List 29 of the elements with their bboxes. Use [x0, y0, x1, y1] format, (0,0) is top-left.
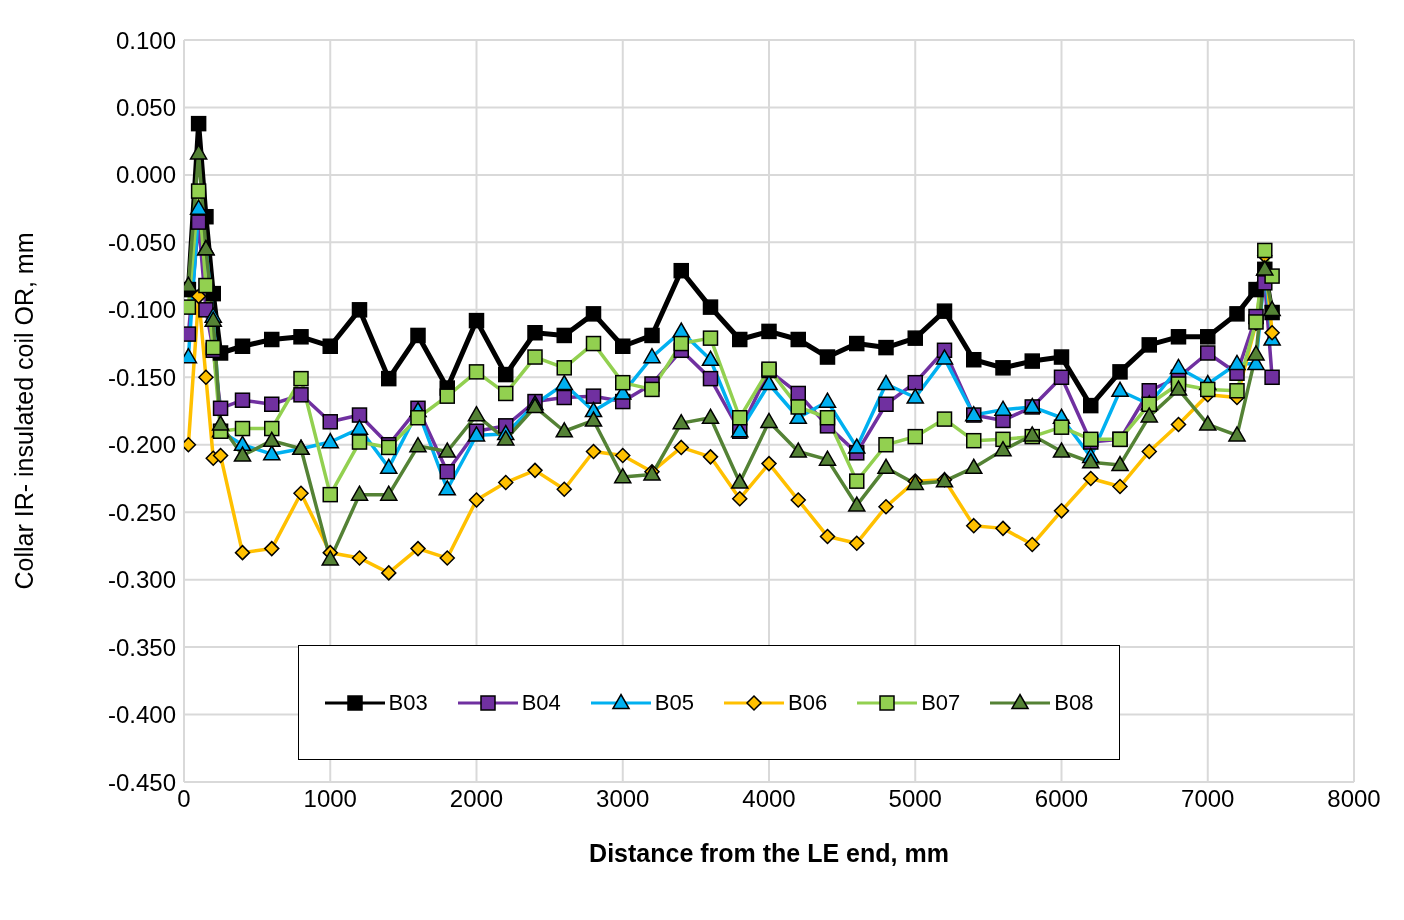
- x-tick-label: 7000: [1181, 785, 1235, 813]
- y-tick-label: 0.050: [115, 93, 176, 121]
- x-tick-label: 1000: [303, 785, 357, 813]
- legend-label: B06: [788, 689, 828, 716]
- y-tick-label: -0.300: [107, 566, 176, 594]
- y-tick-label: -0.150: [107, 363, 176, 391]
- x-tick-label: 5000: [888, 785, 942, 813]
- x-tick-label: 4000: [742, 785, 796, 813]
- legend-label: B03: [388, 689, 428, 716]
- x-axis-title: Distance from the LE end, mm: [589, 839, 949, 867]
- x-tick-label: 2000: [449, 785, 504, 813]
- y-tick-label: -0.450: [107, 768, 176, 796]
- x-tick-label: 0: [177, 785, 191, 813]
- legend-label: B07: [921, 689, 961, 716]
- y-tick-label: -0.250: [107, 498, 176, 526]
- x-tick-label: 8000: [1327, 785, 1381, 813]
- legend-label: B05: [654, 689, 694, 716]
- y-tick-label: -0.200: [107, 431, 176, 459]
- x-tick-label: 3000: [596, 785, 650, 813]
- x-tick-label: 6000: [1034, 785, 1089, 813]
- y-tick-label: -0.050: [107, 228, 176, 256]
- y-axis-title: Collar IR- insulated coil OR, mm: [9, 232, 38, 590]
- y-tick-label: -0.350: [107, 633, 176, 661]
- legend-label: B04: [521, 689, 561, 716]
- y-tick-label: 0.100: [115, 26, 176, 54]
- y-tick-label: -0.400: [107, 701, 176, 729]
- y-tick-label: -0.100: [107, 296, 176, 324]
- y-tick-label: 0.000: [115, 161, 176, 189]
- legend-label: B08: [1054, 689, 1094, 716]
